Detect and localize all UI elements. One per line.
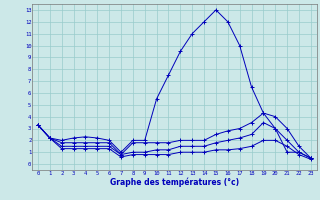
X-axis label: Graphe des températures (°c): Graphe des températures (°c) bbox=[110, 177, 239, 187]
